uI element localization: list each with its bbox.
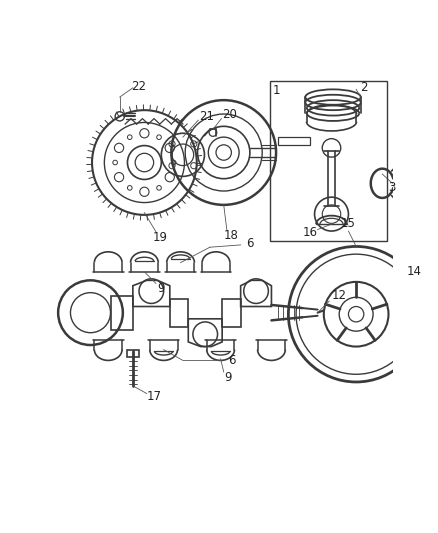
Text: 12: 12 xyxy=(332,289,347,302)
Text: 15: 15 xyxy=(341,217,356,230)
Bar xyxy=(127,350,139,357)
Text: 18: 18 xyxy=(224,229,239,242)
Text: 14: 14 xyxy=(407,265,422,278)
Text: 20: 20 xyxy=(222,108,237,120)
Bar xyxy=(222,299,240,327)
Text: 16: 16 xyxy=(303,226,318,239)
Bar xyxy=(278,137,310,145)
Text: 21: 21 xyxy=(199,110,214,123)
Bar xyxy=(170,299,188,327)
Text: 2: 2 xyxy=(360,80,367,94)
Text: 1: 1 xyxy=(273,84,280,98)
Text: 9: 9 xyxy=(158,281,165,295)
Bar xyxy=(111,296,133,329)
Text: 6: 6 xyxy=(246,237,254,250)
Text: 3: 3 xyxy=(389,181,396,195)
Text: 17: 17 xyxy=(147,390,162,403)
Text: 6: 6 xyxy=(228,354,235,367)
Text: 19: 19 xyxy=(153,231,168,244)
Text: 9: 9 xyxy=(225,371,232,384)
Text: 22: 22 xyxy=(131,80,146,93)
Bar xyxy=(270,81,387,241)
